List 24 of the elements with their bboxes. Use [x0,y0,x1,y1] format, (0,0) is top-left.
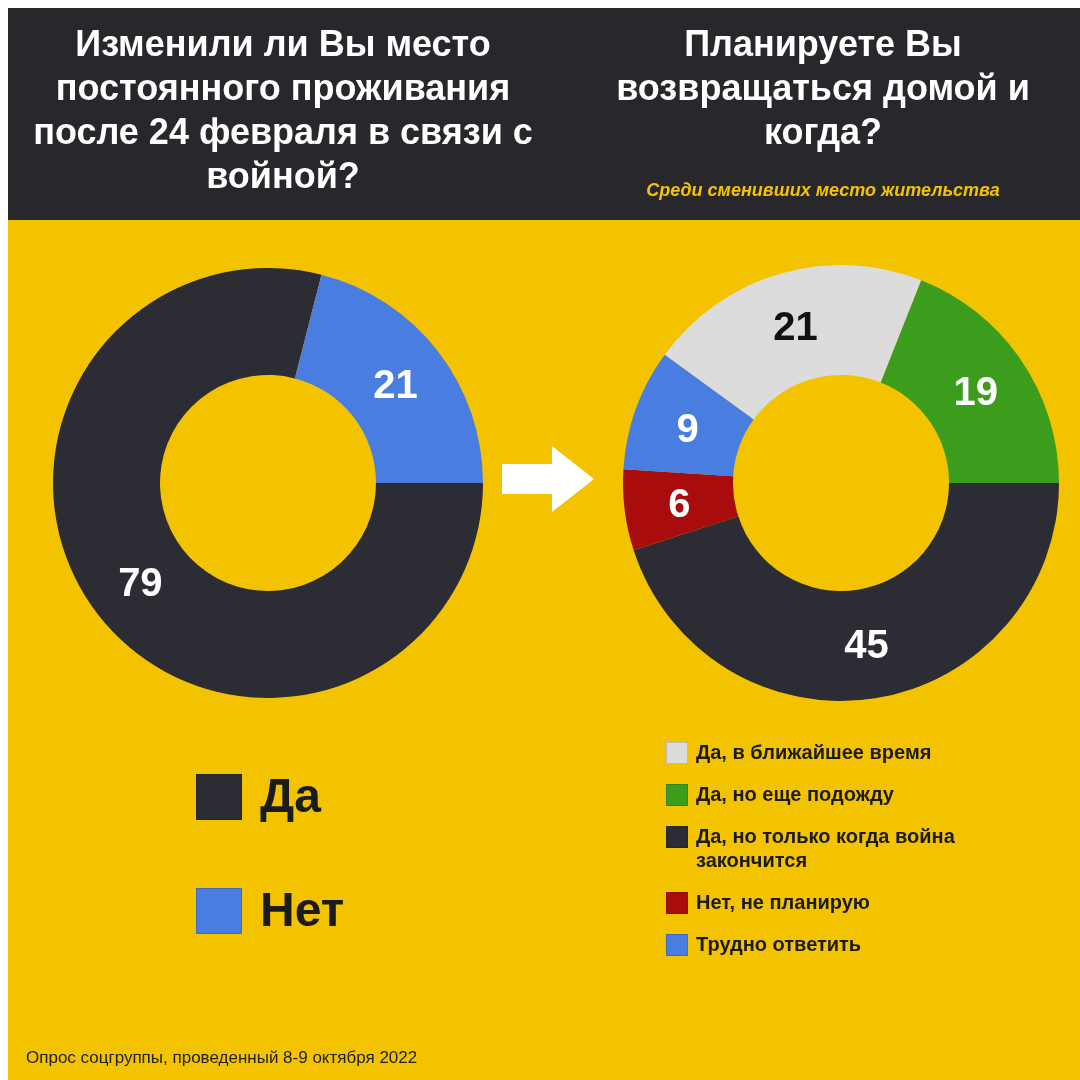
data-label: 45 [844,621,889,666]
legend-label: Нет, не планирую [696,890,870,914]
chart-title: Планируете Вы возвращаться домой и когда? [615,22,1031,154]
chart-title: Изменили ли Вы место постоянного проживания после 24 февраля в связи с войной? [32,22,534,198]
text: Опрос соцгруппы, проведенный 8-9 октября 2022 [26,1048,418,1068]
donut-slice [53,268,483,698]
data-label: 19 [953,369,999,414]
data-label: 6 [668,481,691,526]
donut-slice [633,483,1059,701]
donut-slice [294,274,483,483]
data-label: 79 [118,559,163,604]
legend-label: Трудно ответить [696,932,862,956]
data-label: 21 [373,362,418,407]
legend-label: Да [260,769,321,822]
chart-subtitle: Среди сменивших место жительства [645,180,1001,201]
legend-label: Да, но еще подожду [696,782,894,806]
data-label: 9 [676,405,699,450]
donut-slice [880,280,1059,483]
donut-slice [623,354,754,477]
legend-label: Да, в ближайшее время [696,740,932,764]
legend-label: Нет [260,883,345,936]
legend-label: Да, но только когда война закончится [696,824,956,872]
donut-slice [623,469,739,551]
data-label: 21 [773,304,818,349]
